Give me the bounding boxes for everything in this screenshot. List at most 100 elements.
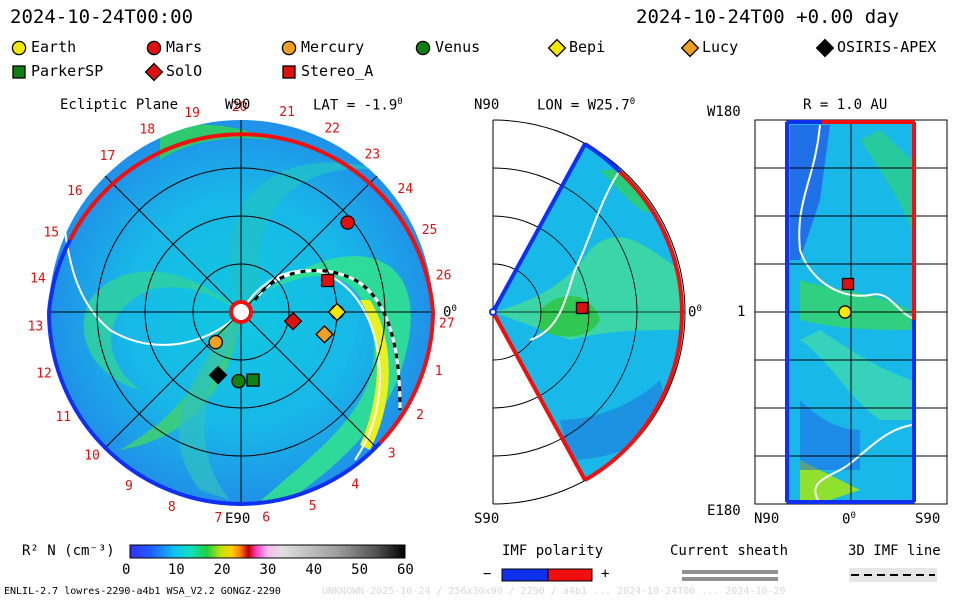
carrington-tick-label: 3 [388,446,396,461]
legend-label-earth: Earth [31,38,77,56]
ecliptic-marker-lucy [315,325,334,344]
legend-marker-mercury [281,40,297,56]
radial-top-left-label: W180 [707,104,741,120]
carrington-tick-label: 26 [436,269,452,284]
legend-label-osiris-apex: OSIRIS-APEX [837,38,937,56]
carrington-tick-label: 15 [43,226,59,241]
carrington-tick-label: 14 [30,272,46,287]
carrington-tick-label: 8 [168,500,176,515]
legend-marker-osiris-apex [815,38,835,58]
timestamp-right: 2024-10-24T00 +0.00 day [636,6,900,28]
carrington-tick-label: 24 [398,182,414,197]
legend-marker-mars [146,40,162,56]
ecliptic-lat-label: LAT = -1.90 [313,97,403,114]
carrington-tick-label: 9 [125,479,133,494]
current-sheath-legend [682,570,778,581]
colorbar-label: R² N (cm⁻³) [22,543,115,559]
carrington-tick-label: 1 [435,364,443,379]
timestamp-left: 2024-10-24T00:00 [10,6,194,28]
colorbar-tick: 20 [213,562,231,578]
ecliptic-bottom-label: E90 [225,511,251,527]
radial-r-label: R = 1.0 AU [803,97,888,113]
carrington-tick-label: 2 [416,408,424,423]
carrington-tick-label: 20 [232,100,248,115]
imf-3d-line-title: 3D IMF line [848,543,941,559]
carrington-tick-label: 22 [324,121,340,136]
carrington-tick-label: 21 [279,105,295,120]
ecliptic-marker-mars [340,215,355,230]
carrington-tick-label: 27 [439,316,455,331]
ecliptic-marker-parkersp [246,373,260,387]
legend-label-venus: Venus [435,38,481,56]
carrington-tick-label: 5 [309,499,317,514]
legend-label-parkersp: ParkerSP [31,62,104,80]
imf-polarity-bar [501,568,593,582]
colorbar-tick: 60 [397,562,414,578]
ecliptic-marker-mercury [208,334,223,350]
carrington-tick-label: 7 [214,511,222,526]
legend-marker-parkersp [12,65,26,79]
carrington-tick-label: 10 [84,448,100,463]
carrington-tick-label: 17 [100,149,116,164]
colorbar [129,544,406,559]
legend-label-solo: SolO [166,62,203,80]
colorbar-tick: 10 [167,562,185,578]
colorbar-tick: 50 [351,562,369,578]
ecliptic-marker-osiris-apex [208,365,228,385]
colorbar-tick: 30 [259,562,277,578]
legend-label-mercury: Mercury [301,38,365,56]
carrington-tick-label: 16 [67,184,83,199]
meridional-marker-stereo_a [575,301,589,315]
carrington-tick-label: 23 [364,147,380,162]
radial-x-mid-label: 00 [842,511,856,528]
imf-polarity-title: IMF polarity [502,543,604,559]
imf-plus-label: + [601,566,610,582]
carrington-tick-label: 19 [184,106,200,121]
legend-marker-bepi [547,38,567,58]
footer-right: UNKNOWN-2025-10-24 / 256x30x90 / 2290 / … [322,586,786,597]
ecliptic-marker-stereo_a [320,273,335,288]
carrington-tick-label: 25 [422,223,438,238]
ecliptic-top-label: W90 [225,97,251,113]
carrington-tick-label: 12 [36,366,52,381]
imf-minus-label: − [483,566,492,582]
carrington-tick-label: 11 [55,410,71,425]
body-markers [208,215,855,389]
legend-label-mars: Mars [166,38,203,56]
ecliptic-marker-bepi [327,302,347,322]
meridional-lon-label: LON = W25.70 [537,97,636,114]
radial-bottom-left-label: E180 [707,503,741,519]
legend-markers [11,38,835,82]
ecliptic-marker-venus [231,373,246,389]
radial-marker-earth [838,305,852,319]
legend-marker-earth [11,40,27,56]
legend-label-stereo_a: Stereo_A [301,62,374,80]
radial-x-left-label: N90 [754,511,780,527]
radial-mid-left-label: 1 [737,304,746,320]
meridional-right-label: 00 [688,304,702,321]
ecliptic-title: Ecliptic Plane [60,97,179,113]
carrington-tick-label: 18 [139,123,155,138]
legend-label-bepi: Bepi [569,38,606,56]
legend-marker-lucy [680,38,700,58]
current-sheath-title: Current sheath [670,543,789,559]
imf-3d-line-legend [849,568,937,582]
carrington-tick-label: 13 [28,319,44,334]
carrington-tick-label: 4 [351,477,359,492]
footer-left: ENLIL-2.7 lowres-2290-a4b1 WSA_V2.2 GONG… [4,586,281,597]
carrington-tick-label: 6 [262,510,270,525]
colorbar-tick: 0 [122,562,131,578]
legend-marker-stereo_a [282,65,296,79]
legend-marker-solo [144,62,164,82]
colorbar-tick: 40 [305,562,323,578]
ecliptic-right-label: 00 [443,304,457,321]
radial-x-right-label: S90 [915,511,941,527]
meridional-bottom-label: S90 [474,511,500,527]
radial-marker-stereo_a [841,277,855,291]
meridional-panel [489,119,686,505]
meridional-top-label: N90 [474,97,500,113]
legend-label-lucy: Lucy [702,38,739,56]
